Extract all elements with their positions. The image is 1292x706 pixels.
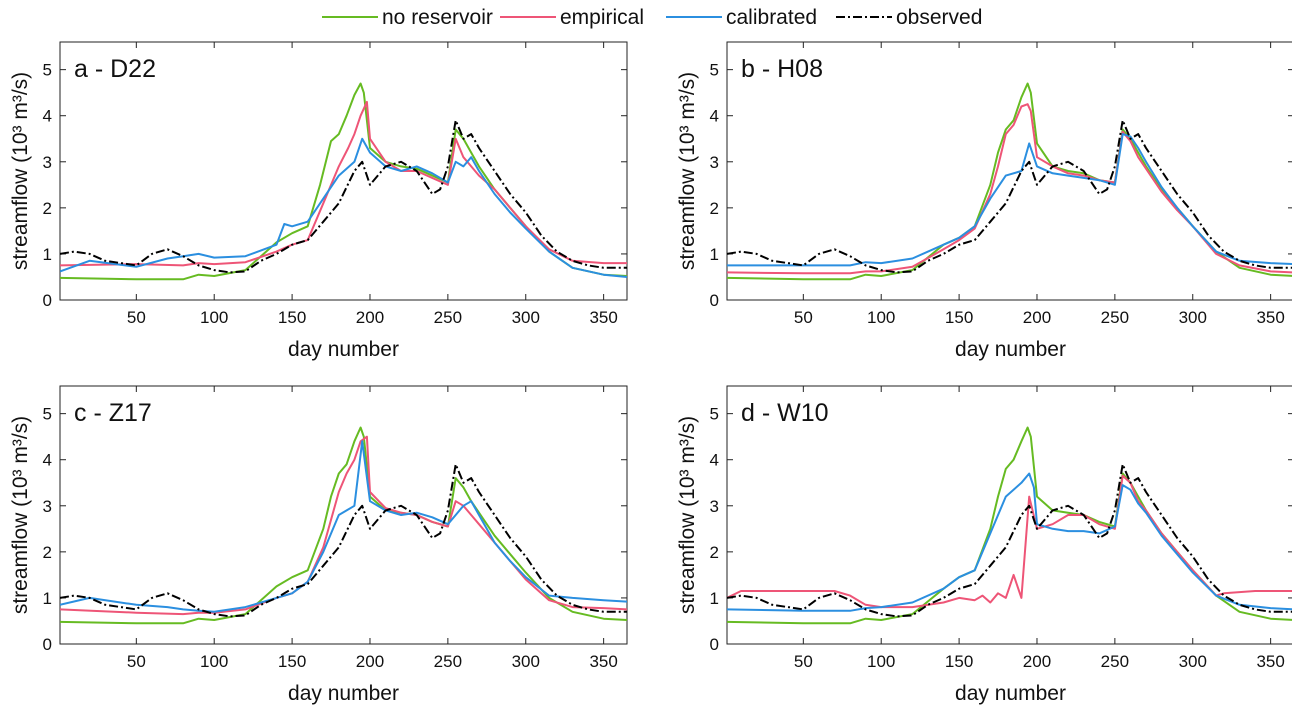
series-line-calibrated xyxy=(60,137,627,278)
y-tick-label: 5 xyxy=(43,61,52,80)
x-axis-label: day number xyxy=(955,682,1066,705)
y-tick-label: 1 xyxy=(43,589,52,608)
y-tick-label: 4 xyxy=(43,451,52,470)
y-tick-label: 5 xyxy=(710,61,719,80)
panel-title: c - Z17 xyxy=(74,399,152,427)
series-line-empirical xyxy=(727,474,1292,609)
plot-frame xyxy=(59,385,628,645)
y-tick-label: 1 xyxy=(43,245,52,264)
y-tick-label: 2 xyxy=(710,543,719,562)
plot-frame xyxy=(59,41,628,301)
x-tick-label: 50 xyxy=(127,308,146,327)
series-line-calibrated xyxy=(727,472,1292,612)
series-line-no_reservoir xyxy=(727,82,1292,281)
series-line-observed xyxy=(60,119,627,274)
y-tick-label: 1 xyxy=(710,589,719,608)
y-tick-label: 4 xyxy=(710,107,719,126)
chart-panel-3: 50 100 150 200 250 300 350 0 1 2 3 4 5 c - Z17 day num… xyxy=(9,385,628,705)
y-tick-label: 3 xyxy=(710,153,719,172)
legend-label-observed: observed xyxy=(896,6,982,29)
x-tick-label: 100 xyxy=(200,652,228,671)
plot-frame xyxy=(726,41,1292,301)
y-tick-label: 3 xyxy=(710,497,719,516)
x-tick-label: 300 xyxy=(512,308,540,327)
series-line-calibrated xyxy=(727,133,1292,267)
y-tick-label: 0 xyxy=(710,291,719,310)
x-tick-label: 100 xyxy=(200,308,228,327)
y-axis-label: streamflow (10³ m³/s) xyxy=(676,416,699,614)
series-line-empirical xyxy=(60,100,627,267)
y-tick-label: 5 xyxy=(43,405,52,424)
y-tick-label: 2 xyxy=(43,543,52,562)
x-tick-label: 150 xyxy=(278,308,306,327)
chart-panel-1: 50 100 150 200 250 300 350 0 1 2 3 4 5 a - D22 day num… xyxy=(9,41,628,361)
x-tick-label: 250 xyxy=(434,308,462,327)
legend-label-calibrated: calibrated xyxy=(726,6,817,29)
y-tick-label: 0 xyxy=(710,635,719,654)
x-tick-label: 250 xyxy=(1101,308,1129,327)
x-tick-label: 150 xyxy=(278,652,306,671)
y-axis-label: streamflow (10³ m³/s) xyxy=(676,72,699,270)
y-tick-label: 0 xyxy=(43,635,52,654)
y-tick-label: 4 xyxy=(43,107,52,126)
y-tick-label: 5 xyxy=(710,405,719,424)
x-tick-label: 300 xyxy=(1179,308,1207,327)
y-axis-label: streamflow (10³ m³/s) xyxy=(9,416,32,614)
x-axis-label: day number xyxy=(288,682,399,705)
series-line-empirical xyxy=(727,103,1292,275)
chart-panel-2: 50 100 150 200 250 300 350 0 1 2 3 4 5 b - H08 day num… xyxy=(676,41,1292,361)
x-tick-label: 200 xyxy=(1023,308,1051,327)
series-line-no_reservoir xyxy=(60,82,627,281)
x-tick-label: 250 xyxy=(1101,652,1129,671)
x-tick-label: 150 xyxy=(945,308,973,327)
x-tick-label: 150 xyxy=(945,652,973,671)
y-tick-label: 3 xyxy=(43,153,52,172)
panel-title: d - W10 xyxy=(741,399,829,427)
y-tick-label: 3 xyxy=(43,497,52,516)
series-line-no_reservoir xyxy=(727,426,1292,625)
series-line-observed xyxy=(727,119,1292,274)
series-line-empirical xyxy=(60,435,627,616)
chart-panel-4: 50 100 150 200 250 300 350 0 1 2 3 4 5 d - W10 day num… xyxy=(676,385,1292,705)
panel-title: b - H08 xyxy=(741,55,823,83)
x-tick-label: 250 xyxy=(434,652,462,671)
series-line-observed xyxy=(727,463,1292,618)
y-tick-label: 2 xyxy=(710,199,719,218)
x-tick-label: 200 xyxy=(356,652,384,671)
x-tick-label: 300 xyxy=(1179,652,1207,671)
x-tick-label: 200 xyxy=(356,308,384,327)
x-axis-label: day number xyxy=(955,338,1066,361)
y-tick-label: 4 xyxy=(710,451,719,470)
y-tick-label: 1 xyxy=(710,245,719,264)
x-tick-label: 350 xyxy=(589,652,617,671)
series-line-calibrated xyxy=(60,440,627,613)
y-tick-label: 0 xyxy=(43,291,52,310)
x-tick-label: 50 xyxy=(794,308,813,327)
x-tick-label: 350 xyxy=(1256,652,1284,671)
plot-frame xyxy=(726,385,1292,645)
x-tick-label: 100 xyxy=(867,308,895,327)
legend: no reservoir empirical calibrated observed xyxy=(322,6,982,29)
x-tick-label: 300 xyxy=(512,652,540,671)
legend-label-no_reservoir: no reservoir xyxy=(382,6,493,29)
y-axis-label: streamflow (10³ m³/s) xyxy=(9,72,32,270)
x-tick-label: 50 xyxy=(127,652,146,671)
x-tick-label: 350 xyxy=(589,308,617,327)
y-tick-label: 2 xyxy=(43,199,52,218)
series-line-observed xyxy=(60,463,627,618)
x-tick-label: 350 xyxy=(1256,308,1284,327)
x-tick-label: 200 xyxy=(1023,652,1051,671)
panel-title: a - D22 xyxy=(74,55,156,83)
x-axis-label: day number xyxy=(288,338,399,361)
x-tick-label: 50 xyxy=(794,652,813,671)
legend-label-empirical: empirical xyxy=(560,6,644,29)
x-tick-label: 100 xyxy=(867,652,895,671)
